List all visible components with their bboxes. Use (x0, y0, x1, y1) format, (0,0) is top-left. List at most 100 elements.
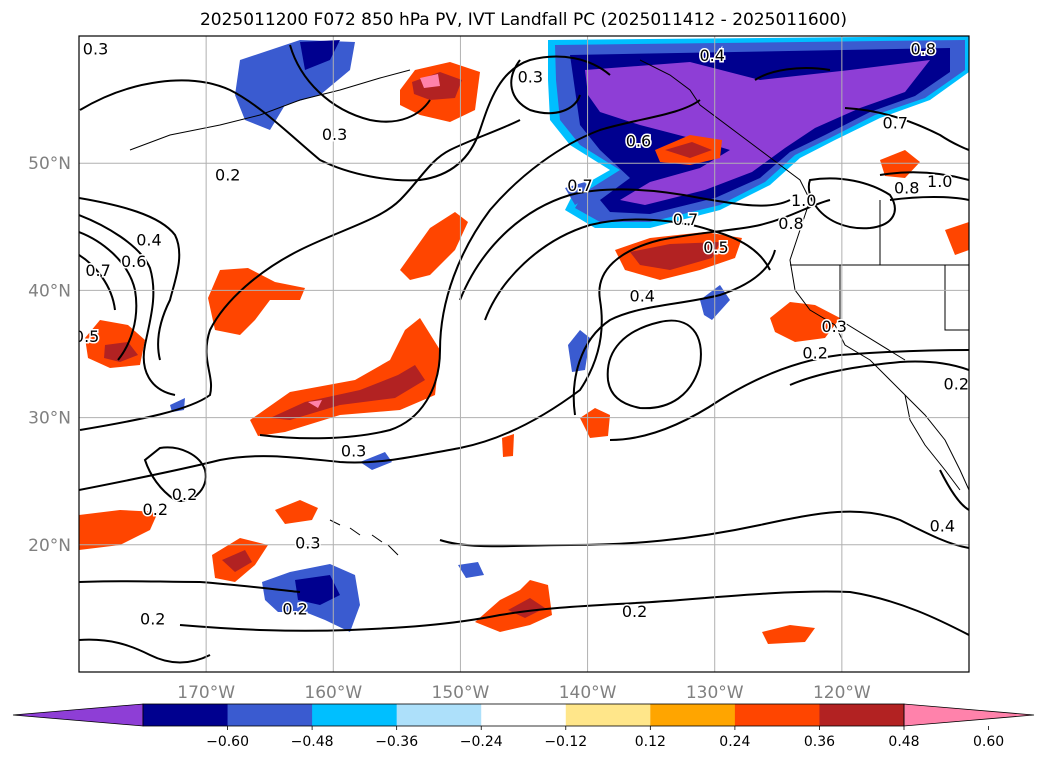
contour-label: 0.4 (699, 46, 724, 65)
contour-label: 0.3 (295, 533, 320, 552)
colorbar-frame (142, 703, 905, 727)
contour-label: 0.3 (341, 442, 366, 461)
lon-tick-label: 120°W (813, 683, 871, 703)
positive-anomaly (502, 434, 514, 457)
colorbar-swatch (734, 704, 820, 726)
positive-anomaly-core (665, 142, 712, 158)
contour-label: 0.2 (172, 485, 197, 504)
positive-anomaly-core (270, 365, 425, 420)
pv-contour (879, 171, 969, 181)
contour-label: 0.6 (121, 252, 146, 271)
colorbar-tick-label: 0.60 (973, 734, 1004, 750)
positive-anomaly (580, 408, 610, 438)
positive-anomaly-core (222, 550, 252, 572)
positive-anomaly (945, 222, 969, 255)
colorbar-tick-label: 0.36 (804, 734, 835, 750)
contour-label: 0.2 (143, 500, 168, 519)
contour-label: 0.8 (894, 178, 919, 197)
pv-contour (484, 218, 771, 321)
pv-contour (572, 249, 776, 416)
colorbar-tick-label: −0.60 (206, 734, 249, 750)
colorbar-tick-label: −0.24 (460, 734, 503, 750)
negative-speck (458, 562, 484, 578)
negative-speck (568, 330, 590, 372)
colorbar-swatch (481, 704, 567, 726)
pv-contour (889, 196, 969, 201)
lon-tick-label: 140°W (559, 683, 617, 703)
contour-label: 0.2 (802, 344, 827, 363)
pv-contour (606, 319, 702, 410)
positive-anomaly (400, 212, 468, 280)
coastline (904, 394, 961, 491)
pv-contour (754, 67, 831, 81)
contour-label: 0.2 (944, 374, 969, 393)
lat-tick-labels: 20°N 30°N 40°N 50°N (28, 154, 71, 556)
pv-contour (510, 59, 581, 115)
pv-contour (79, 254, 116, 311)
pv-contour (79, 638, 211, 664)
colorbar-tick-label: 0.48 (888, 734, 919, 750)
positive-anomaly (762, 625, 815, 644)
colorbar-tick-label: 0.24 (719, 734, 750, 750)
lon-tick-label: 170°W (177, 683, 235, 703)
pv-contour (459, 188, 791, 301)
pv-contour (259, 99, 701, 440)
positive-anomaly-max (308, 400, 322, 408)
pv-shading (79, 36, 969, 644)
pv-contour (439, 510, 969, 549)
contour-label: 0.3 (83, 40, 108, 59)
pv-contour (939, 469, 969, 511)
contour-label: 0.5 (74, 327, 99, 346)
bering-negative (235, 40, 355, 130)
lon-tick-label: 130°W (686, 683, 744, 703)
lat-tick-label: 40°N (28, 281, 71, 301)
contour-label: 0.3 (322, 125, 347, 144)
positive-anomaly-core (630, 242, 720, 270)
positive-anomaly (275, 500, 318, 524)
pv-contour (609, 349, 969, 441)
colorbar-swatch (312, 704, 398, 726)
colorbar-tick-label: −0.12 (544, 734, 587, 750)
colorbar-extend-left (12, 703, 144, 727)
contour-label: 0.3 (822, 317, 847, 336)
pv-contour (79, 214, 176, 396)
contour-label: 0.2 (215, 166, 240, 185)
lon-tick-label: 150°W (432, 683, 490, 703)
pv-contours (79, 44, 969, 664)
colorbar-tick-label: −0.48 (291, 734, 334, 750)
pv-contour (289, 44, 431, 123)
contour-label: 0.2 (282, 599, 307, 618)
contour-label: 0.3 (518, 68, 543, 87)
contour-label: 0.7 (673, 210, 698, 229)
state-border (790, 200, 969, 361)
colorbar-swatch (143, 704, 229, 726)
lon-tick-labels: 170°W 160°W 150°W 140°W 130°W 120°W (177, 683, 871, 703)
positive-anomaly-max (420, 74, 440, 88)
graticule (79, 36, 969, 672)
pv-contour (789, 360, 969, 386)
map-title: 2025011200 F072 850 hPa PV, IVT Landfall… (199, 10, 847, 30)
colorbar-tick-label: 0.12 (635, 734, 666, 750)
positive-anomaly (880, 150, 920, 178)
contour-label: 0.4 (930, 517, 955, 536)
pv-contour (143, 446, 207, 502)
negative-anomaly-band-max (585, 60, 930, 205)
lat-tick-label: 20°N (28, 536, 71, 556)
lon-tick-label: 160°W (304, 683, 362, 703)
contour-label: 1.0 (791, 191, 816, 210)
contour-label: 0.8 (778, 214, 803, 233)
contour-label: 1.0 (927, 172, 952, 191)
colorbar-tick-label: −0.36 (375, 734, 418, 750)
contour-label: 0.2 (140, 610, 165, 629)
colorbar: −0.60 −0.48 −0.36 −0.24 −0.12 0.12 0.24 0.36 0.4… (12, 703, 1035, 750)
positive-anomaly (475, 580, 552, 632)
pv-contour (807, 177, 896, 230)
pv-contour (179, 590, 969, 636)
colorbar-swatch (227, 704, 313, 726)
contour-label: 0.8 (911, 40, 936, 59)
contour-label: 0.7 (85, 261, 110, 280)
lat-tick-label: 30°N (28, 409, 71, 429)
pv-contour (844, 107, 969, 151)
contour-label: 0.6 (626, 131, 651, 150)
